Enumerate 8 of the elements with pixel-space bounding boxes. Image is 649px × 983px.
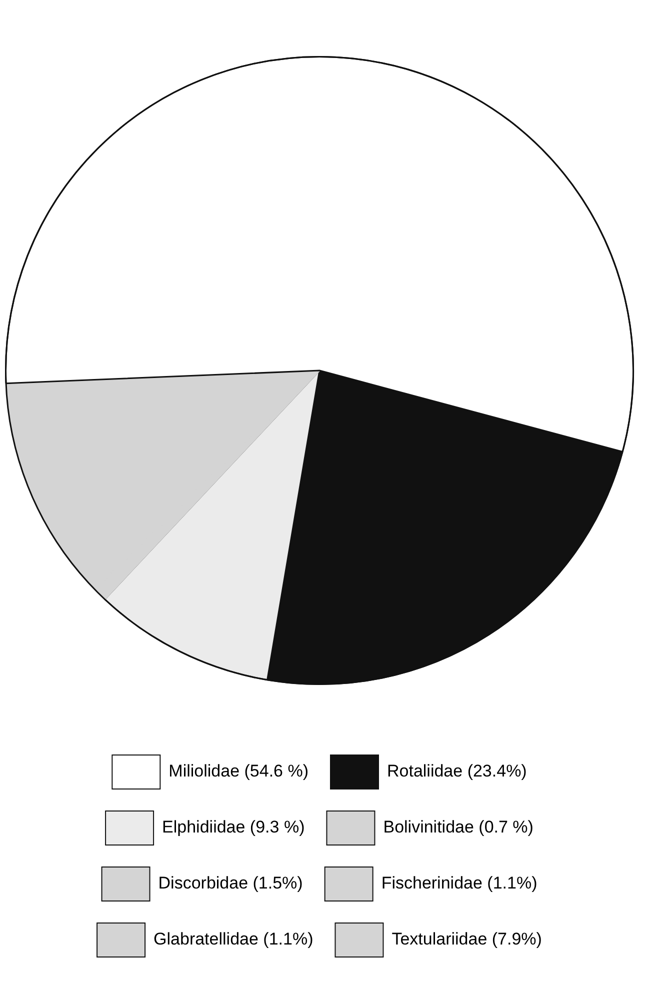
legend-label: Discorbidae (1.5%) bbox=[158, 874, 303, 893]
legend-label: Textulariidae (7.9%) bbox=[392, 930, 542, 949]
legend-label: Fischerinidae (1.1%) bbox=[381, 874, 538, 893]
legend-label: Elphidiidae (9.3 %) bbox=[162, 818, 305, 837]
legend-label: Glabratellidae (1.1%) bbox=[154, 930, 314, 949]
legend-label: Bolivinitidae (0.7 %) bbox=[383, 818, 534, 837]
legend-label: Miliolidae (54.6 %) bbox=[168, 762, 308, 781]
legend-label: Rotaliidae (23.4%) bbox=[386, 762, 527, 781]
